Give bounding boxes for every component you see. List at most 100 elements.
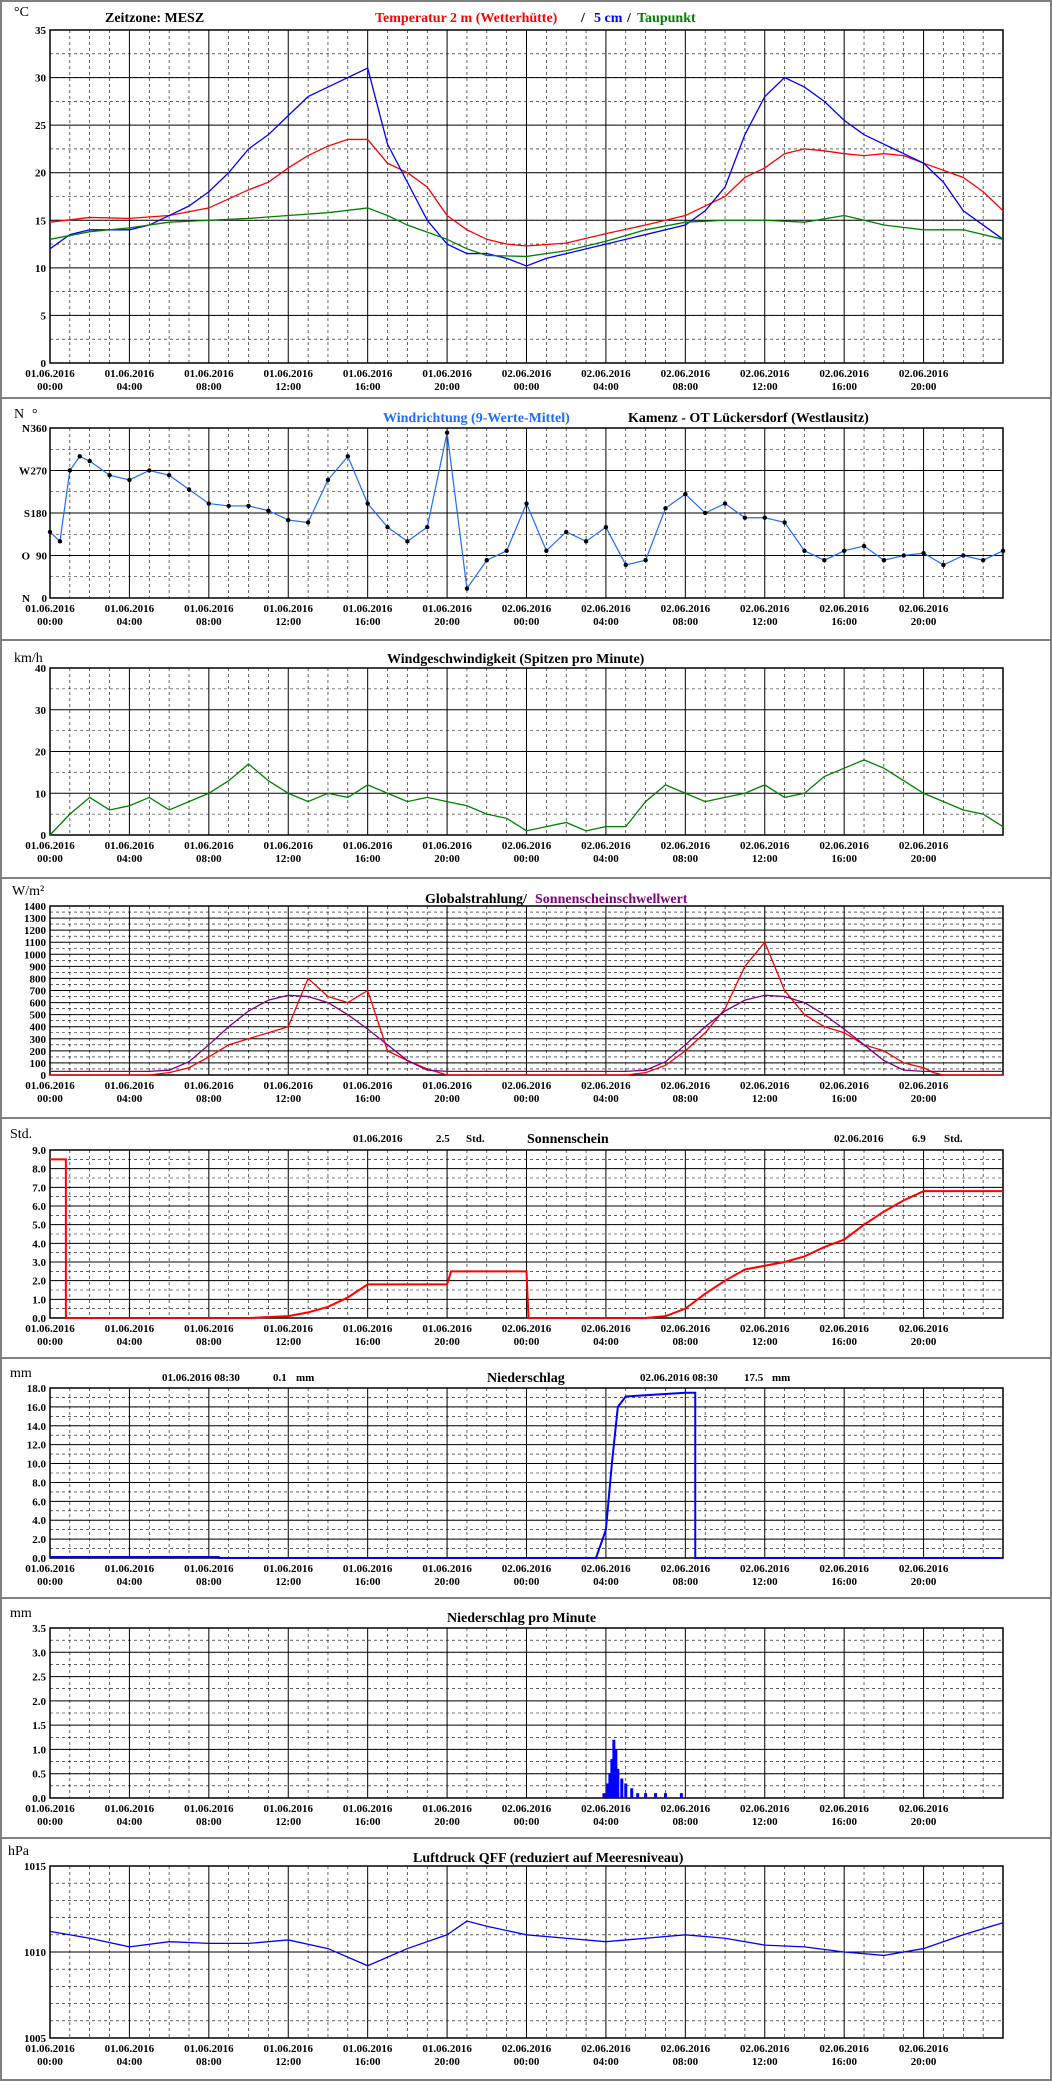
y-tick-label: 1200 [24,925,47,937]
x-tick-date: 02.06.2016 [581,1803,631,1815]
x-tick-date: 02.06.2016 [502,2043,552,2055]
x-tick-date: 01.06.2016 [422,1323,472,1335]
x-tick-date: 02.06.2016 [581,2043,631,2055]
x-tick-date: 01.06.2016 [343,1080,393,1092]
x-tick-time: 08:00 [196,616,222,628]
precip-bar [663,1793,667,1798]
y-tick-label: 0 [41,830,47,842]
y-tick-label: 1015 [24,1861,47,1873]
x-tick-time: 12:00 [275,2056,301,2068]
x-tick-date: 02.06.2016 [819,1803,869,1815]
winddir-point [544,548,549,553]
x-tick-date: 01.06.2016 [184,840,234,852]
winddir-point [504,548,509,553]
y-tick-label: 8.0 [32,1164,46,1176]
y-tick-label: 360 [31,423,48,435]
x-tick-time: 00:00 [37,2056,63,2068]
y-tick-label: 8.0 [32,1477,46,1489]
x-tick-date: 01.06.2016 [343,2043,393,2055]
x-tick-time: 04:00 [593,1816,619,1828]
x-tick-time: 08:00 [672,616,698,628]
compass-label: N [22,423,30,435]
y-tick-label: 9.0 [32,1145,46,1157]
x-tick-date: 02.06.2016 [581,603,631,615]
x-tick-time: 04:00 [117,616,143,628]
windspeed-title: Windgeschwindigkeit (Spitzen pro Minute) [387,652,645,667]
x-tick-date: 01.06.2016 [25,1080,75,1092]
x-tick-time: 20:00 [911,381,937,393]
x-tick-time: 16:00 [831,1093,857,1105]
winddir-point [941,562,946,568]
x-tick-date: 02.06.2016 [899,1563,949,1575]
pressure-title: Luftdruck QFF (reduziert auf Meeresnivea… [413,1851,684,1866]
x-tick-time: 16:00 [831,381,857,393]
x-tick-time: 12:00 [752,1093,778,1105]
winddir-point [444,430,450,435]
winddir-point [147,468,152,473]
x-tick-date: 01.06.2016 [184,1803,234,1815]
y-tick-label: 4.0 [32,1515,46,1527]
winddir-point [127,477,132,483]
precip-bar [616,1768,620,1798]
winddir-point [980,558,986,563]
series-line [49,759,1004,836]
x-tick-time: 20:00 [911,1093,937,1105]
y-tick-label: 3.5 [32,1623,46,1635]
winddir-point [961,553,966,558]
precip-day2-unit: mm [772,1372,790,1384]
x-tick-date: 02.06.2016 [581,1080,631,1092]
precip-title: Niederschlag [487,1371,565,1386]
winddir-point [683,491,688,497]
title-temp: Temperatur 2 m (Wetterhütte) [375,11,558,26]
winddir-point [861,543,867,549]
winddir-point [921,550,926,556]
y-tick-label: 0 [42,593,48,605]
y-tick-label: 0.0 [32,1313,46,1325]
x-tick-time: 20:00 [911,2056,937,2068]
winddir-point [266,508,271,513]
y-tick-label: 2.0 [32,1696,46,1708]
x-tick-time: 00:00 [514,1816,540,1828]
x-tick-date: 02.06.2016 [740,368,790,380]
x-tick-date: 01.06.2016 [264,840,314,852]
x-tick-date: 02.06.2016 [661,1803,711,1815]
x-tick-time: 20:00 [911,1576,937,1588]
precip-day2-date: 02.06.2016 08:30 [640,1372,718,1384]
x-tick-date: 01.06.2016 [422,2043,472,2055]
y-tick-label: 0.0 [32,1793,46,1805]
x-tick-date: 01.06.2016 [184,1563,234,1575]
x-tick-time: 04:00 [117,1816,143,1828]
x-tick-date: 01.06.2016 [343,1803,393,1815]
x-tick-date: 02.06.2016 [819,1080,869,1092]
x-tick-date: 02.06.2016 [899,1323,949,1335]
winddir-point [822,558,827,563]
y-tick-label: 90 [36,551,48,563]
x-tick-time: 12:00 [752,616,778,628]
x-tick-time: 20:00 [434,1576,460,1588]
x-tick-date: 02.06.2016 [899,840,949,852]
x-tick-time: 12:00 [752,1816,778,1828]
winddir-point [841,548,847,553]
winddir-point [702,510,708,516]
x-tick-date: 02.06.2016 [899,1803,949,1815]
x-tick-time: 12:00 [275,1336,301,1348]
radiation-unit: W/m² [12,884,44,899]
y-tick-label: 4.0 [32,1238,46,1250]
winddir-unit-n: N [14,407,24,422]
y-tick-label: 30 [35,73,47,85]
x-tick-date: 01.06.2016 [264,1080,314,1092]
precip-bar [679,1793,683,1798]
plot-frame [49,667,1004,836]
winddir-title: Windrichtung (9-Werte-Mittel) [383,411,570,426]
sunshine-day2-date: 02.06.2016 [834,1133,884,1145]
x-tick-date: 02.06.2016 [819,2043,869,2055]
y-tick-label: 600 [30,998,47,1010]
x-tick-time: 08:00 [196,1093,222,1105]
x-tick-time: 00:00 [514,2056,540,2068]
y-tick-label: 200 [30,1046,47,1058]
x-tick-time: 08:00 [672,1576,698,1588]
y-tick-label: 7.0 [32,1182,46,1194]
sunshine-day2-value: 6.9 [912,1133,926,1145]
radiation-title-a: Globalstrahlung/ [425,892,528,907]
x-tick-date: 01.06.2016 [25,368,75,380]
